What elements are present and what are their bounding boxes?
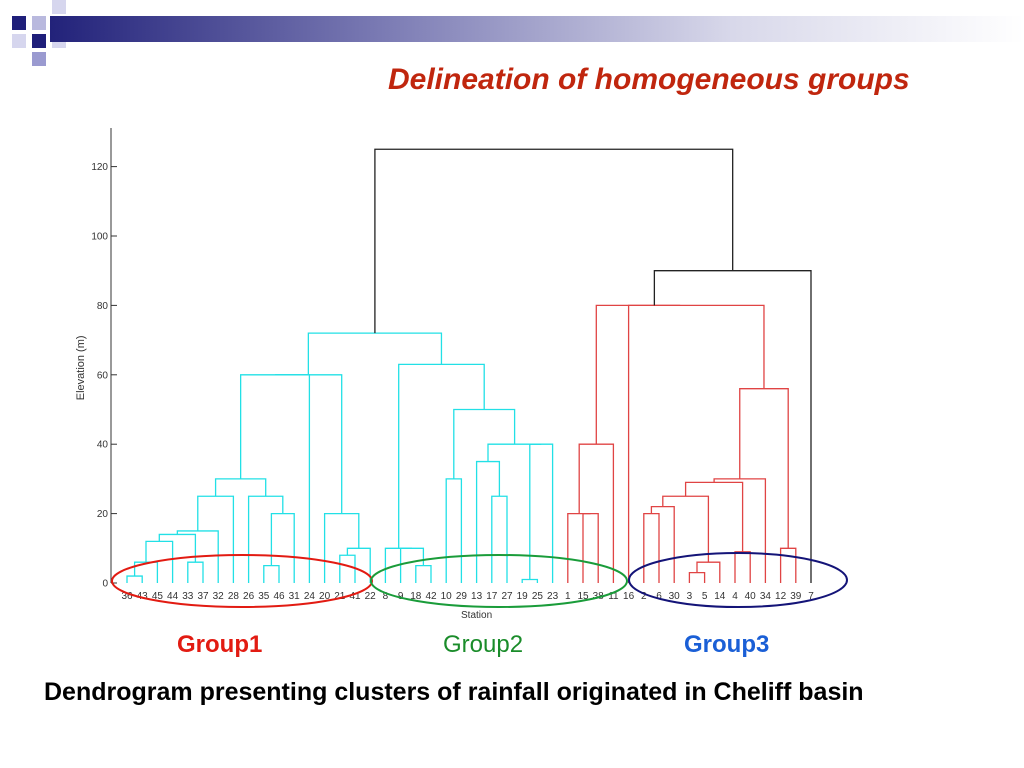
leaf-label: 3 [687, 591, 693, 602]
group3-label: Group3 [684, 631, 770, 658]
y-tick-label: 0 [102, 579, 108, 590]
leaf-label: 21 [334, 591, 346, 602]
dendrogram-link [346, 547, 371, 583]
leaf-label: 9 [398, 591, 404, 602]
leaf-label: 44 [167, 591, 179, 602]
dendrogram-link [247, 495, 284, 583]
leaf-label: 43 [137, 591, 149, 602]
dendrogram-link [214, 478, 267, 497]
dendrogram-link [688, 571, 706, 583]
dendrogram-link [734, 551, 751, 583]
leaf-label: 32 [213, 591, 225, 602]
y-tick-label: 120 [91, 162, 108, 173]
leaf-label: 29 [456, 591, 468, 602]
dendrogram-link [398, 363, 485, 549]
dendrogram-link [187, 561, 204, 583]
leaf-label: 37 [197, 591, 209, 602]
header-stripe [50, 16, 1024, 42]
y-tick-label: 100 [91, 232, 108, 243]
leaf-label: 46 [273, 591, 285, 602]
dendrogram-link [684, 481, 744, 552]
leaf-label: 34 [760, 591, 772, 602]
leaf-label: 18 [410, 591, 422, 602]
dendrogram-link [384, 547, 412, 583]
dendrogram-link [270, 512, 295, 583]
leaf-label: 33 [182, 591, 194, 602]
leaf-label: 1 [565, 591, 571, 602]
leaf-label: 17 [486, 591, 498, 602]
dendrogram-link [491, 495, 508, 583]
x-axis-label: Station [461, 610, 492, 621]
dendrogram-link [779, 547, 797, 583]
dendrogram-link [263, 565, 280, 583]
leaf-label: 36 [121, 591, 133, 602]
leaf-label: 14 [714, 591, 726, 602]
y-axis-label: Elevation (m) [75, 335, 87, 400]
leaf-label: 7 [808, 591, 814, 602]
dendrogram-link [567, 512, 591, 583]
leaf-label: 45 [152, 591, 164, 602]
slide-title: Delineation of homogeneous groups [388, 63, 910, 96]
dendrogram-link [307, 332, 443, 375]
leaf-label: 8 [383, 591, 389, 602]
dendrogram-link [627, 304, 681, 583]
dendrogram-link [415, 565, 432, 583]
leaf-label: 15 [577, 591, 589, 602]
leaf-label: 12 [775, 591, 787, 602]
dendrogram-link [653, 270, 812, 583]
y-tick-label: 60 [97, 370, 109, 381]
dendrogram-link [275, 374, 343, 514]
leaf-label: 31 [289, 591, 301, 602]
dendrogram-link [595, 304, 765, 445]
leaf-label: 35 [258, 591, 270, 602]
leaf-label: 5 [702, 591, 708, 602]
dendrogram-link [339, 554, 356, 583]
leaf-label: 10 [441, 591, 453, 602]
leaf-label: 16 [623, 591, 635, 602]
leaf-label: 26 [243, 591, 255, 602]
leaf-label: 11 [608, 591, 619, 602]
group1-label: Group1 [177, 631, 263, 658]
leaf-label: 23 [547, 591, 559, 602]
leaf-label: 28 [228, 591, 240, 602]
leaf-label: 39 [790, 591, 802, 602]
dendrogram-link [529, 443, 554, 583]
dendrogram-link [487, 443, 542, 462]
dendrogram-link [650, 506, 675, 583]
leaf-label: 25 [532, 591, 544, 602]
leaf-label: 42 [425, 591, 437, 602]
dendrogram-link [445, 478, 463, 583]
leaf-label: 4 [732, 591, 738, 602]
leaf-label: 19 [517, 591, 529, 602]
leaf-label: 24 [304, 591, 316, 602]
dendrogram-link [713, 478, 767, 583]
group1-ellipse [111, 554, 373, 608]
dendrogram-link [582, 512, 599, 583]
dendrogram-link [126, 575, 143, 583]
figure-caption: Dendrogram presenting clusters of rainfa… [44, 678, 864, 706]
y-tick-label: 80 [97, 301, 109, 312]
dendrogram-link [475, 460, 501, 583]
group2-ellipse [370, 554, 628, 608]
leaf-label: 13 [471, 591, 483, 602]
y-tick-label: 20 [97, 509, 109, 520]
leaf-label: 41 [349, 591, 361, 602]
leaf-label: 30 [669, 591, 681, 602]
group2-label: Group2 [443, 631, 524, 658]
leaf-label: 2 [641, 591, 647, 602]
dendrogram-link [374, 148, 734, 334]
dendrogram-link [521, 578, 539, 583]
leaf-label: 27 [501, 591, 513, 602]
leaf-label: 6 [656, 591, 662, 602]
leaf-label: 40 [745, 591, 757, 602]
dendrogram-link [643, 512, 660, 583]
y-tick-label: 40 [97, 440, 109, 451]
group3-ellipse [628, 552, 848, 608]
corner-decoration [12, 0, 66, 66]
leaf-label: 20 [319, 591, 331, 602]
dendrogram-link [739, 388, 789, 549]
leaf-label: 22 [365, 591, 377, 602]
